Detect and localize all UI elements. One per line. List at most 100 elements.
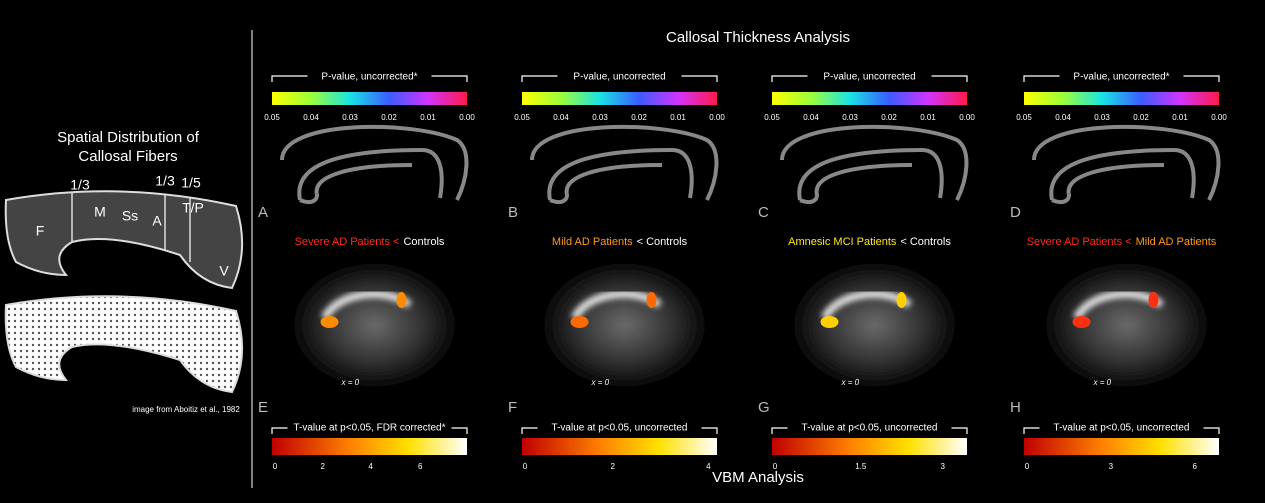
comparison-part: < Controls — [900, 236, 951, 248]
colorbar-label: T-value at p<0.05, FDR corrected* — [293, 423, 445, 434]
colorbar — [272, 438, 467, 455]
comparison: Severe AD Patients <Controls — [295, 236, 445, 248]
colorbar-tick: 0.05 — [764, 113, 780, 122]
panel-letter: B — [508, 204, 518, 221]
slice-label: x = 0 — [341, 378, 360, 387]
comparison: Mild AD Patients < Controls — [552, 236, 688, 248]
colorbar-tick: 0.04 — [303, 113, 319, 122]
comparison-part: Severe AD Patients < — [1027, 236, 1132, 248]
colorbar-tick: 3 — [940, 462, 945, 471]
colorbar — [1024, 438, 1219, 455]
blob — [321, 316, 339, 328]
colorbar-tick: 0.01 — [420, 113, 436, 122]
panel-letter: H — [1010, 399, 1021, 416]
colorbar-tick: 0.02 — [381, 113, 397, 122]
colorbar-tick: 0 — [273, 462, 278, 471]
blob — [397, 292, 407, 308]
callosum-outline — [550, 165, 662, 202]
colorbar-tick: 0.00 — [709, 113, 725, 122]
region-label: 1/3 — [155, 173, 175, 189]
colorbar-tick: 0 — [773, 462, 778, 471]
region-label: T/P — [182, 200, 204, 216]
callosum-outline — [800, 165, 912, 202]
colorbar-tick: 0.00 — [1211, 113, 1227, 122]
colorbar-tick: 0 — [1025, 462, 1030, 471]
panel-letter: C — [758, 204, 769, 221]
callosum-map — [782, 127, 966, 202]
colorbar-tick: 0.03 — [342, 113, 358, 122]
credit: image from Aboitiz et al., 1982 — [132, 405, 240, 414]
panel-letter: F — [508, 399, 517, 416]
colorbar-tick: 0.03 — [1094, 113, 1110, 122]
figure: Callosal Thickness Analysis VBM Analysis… — [0, 0, 1265, 498]
comparison-part: < Controls — [637, 236, 688, 248]
colorbar-label: T-value at p<0.05, uncorrected — [1054, 423, 1190, 434]
callosum-fiber-diagram — [6, 296, 242, 392]
comparison: Severe AD Patients < Mild AD Patients — [1027, 236, 1217, 248]
colorbar-tick: 0.03 — [592, 113, 608, 122]
brain-slice — [290, 260, 460, 390]
colorbar-label: T-value at p<0.05, uncorrected — [802, 423, 938, 434]
comparison-part: Mild AD Patients — [1136, 236, 1217, 248]
panel-letter: E — [258, 399, 268, 416]
region-label: A — [152, 213, 162, 229]
left-title: Callosal Fibers — [78, 148, 177, 165]
colorbar — [772, 92, 967, 105]
brain-slice — [790, 260, 960, 390]
colorbar-tick: 0.01 — [920, 113, 936, 122]
footer-title: VBM Analysis — [712, 469, 804, 486]
colorbar-tick: 0.04 — [803, 113, 819, 122]
colorbar-label: P-value, uncorrected — [573, 72, 665, 83]
colorbar-tick: 0.04 — [1055, 113, 1071, 122]
callosum-diagram — [6, 191, 242, 288]
brain-slice — [540, 260, 710, 390]
comparison-part: Severe AD Patients < — [295, 236, 400, 248]
slice-label: x = 0 — [591, 378, 610, 387]
blob — [571, 316, 589, 328]
colorbar-tick: 4 — [706, 462, 711, 471]
callosum-outline — [782, 127, 966, 200]
region-label: F — [36, 223, 45, 239]
colorbar-tick: 2 — [611, 462, 616, 471]
colorbar-tick: 0.04 — [553, 113, 569, 122]
callosum-outline — [282, 127, 466, 200]
colorbar-tick: 0.05 — [1016, 113, 1032, 122]
colorbar-label: T-value at p<0.05, uncorrected — [552, 423, 688, 434]
colorbar — [522, 92, 717, 105]
left-title: Spatial Distribution of — [57, 129, 200, 146]
colorbar-label: P-value, uncorrected — [823, 72, 915, 83]
comparison: Amnesic MCI Patients< Controls — [788, 236, 951, 248]
region-label: 1/3 — [70, 177, 90, 193]
colorbar-tick: 0.05 — [264, 113, 280, 122]
colorbar-label: P-value, uncorrected* — [321, 72, 417, 83]
colorbar-tick: 0.03 — [842, 113, 858, 122]
colorbar-tick: 0.02 — [631, 113, 647, 122]
comparison-part: Amnesic MCI Patients — [788, 236, 897, 248]
colorbar-tick: 1.5 — [855, 462, 867, 471]
slice-label: x = 0 — [1093, 378, 1112, 387]
comparison-part: Mild AD Patients — [552, 236, 633, 248]
colorbar-tick: 0.01 — [670, 113, 686, 122]
colorbar-tick: 4 — [368, 462, 373, 471]
blob — [821, 316, 839, 328]
blob — [897, 292, 907, 308]
slice-label: x = 0 — [841, 378, 860, 387]
colorbar-tick: 0.00 — [459, 113, 475, 122]
colorbar-tick: 2 — [321, 462, 326, 471]
blob — [1149, 292, 1159, 308]
colorbar — [1024, 92, 1219, 105]
callosum-map — [532, 127, 716, 202]
colorbar-tick: 0.00 — [959, 113, 975, 122]
callosum-outline — [1034, 127, 1218, 200]
region-label: 1/5 — [181, 175, 201, 191]
colorbar-tick: 6 — [418, 462, 423, 471]
comparison-part: Controls — [403, 236, 444, 248]
region-label: V — [219, 263, 229, 279]
blob — [1073, 316, 1091, 328]
colorbar — [272, 92, 467, 105]
colorbar-tick: 3 — [1109, 462, 1114, 471]
callosum-outline — [1052, 165, 1164, 202]
brain-slice — [1042, 260, 1212, 390]
callosum-map — [282, 127, 466, 202]
colorbar-tick: 0.01 — [1172, 113, 1188, 122]
